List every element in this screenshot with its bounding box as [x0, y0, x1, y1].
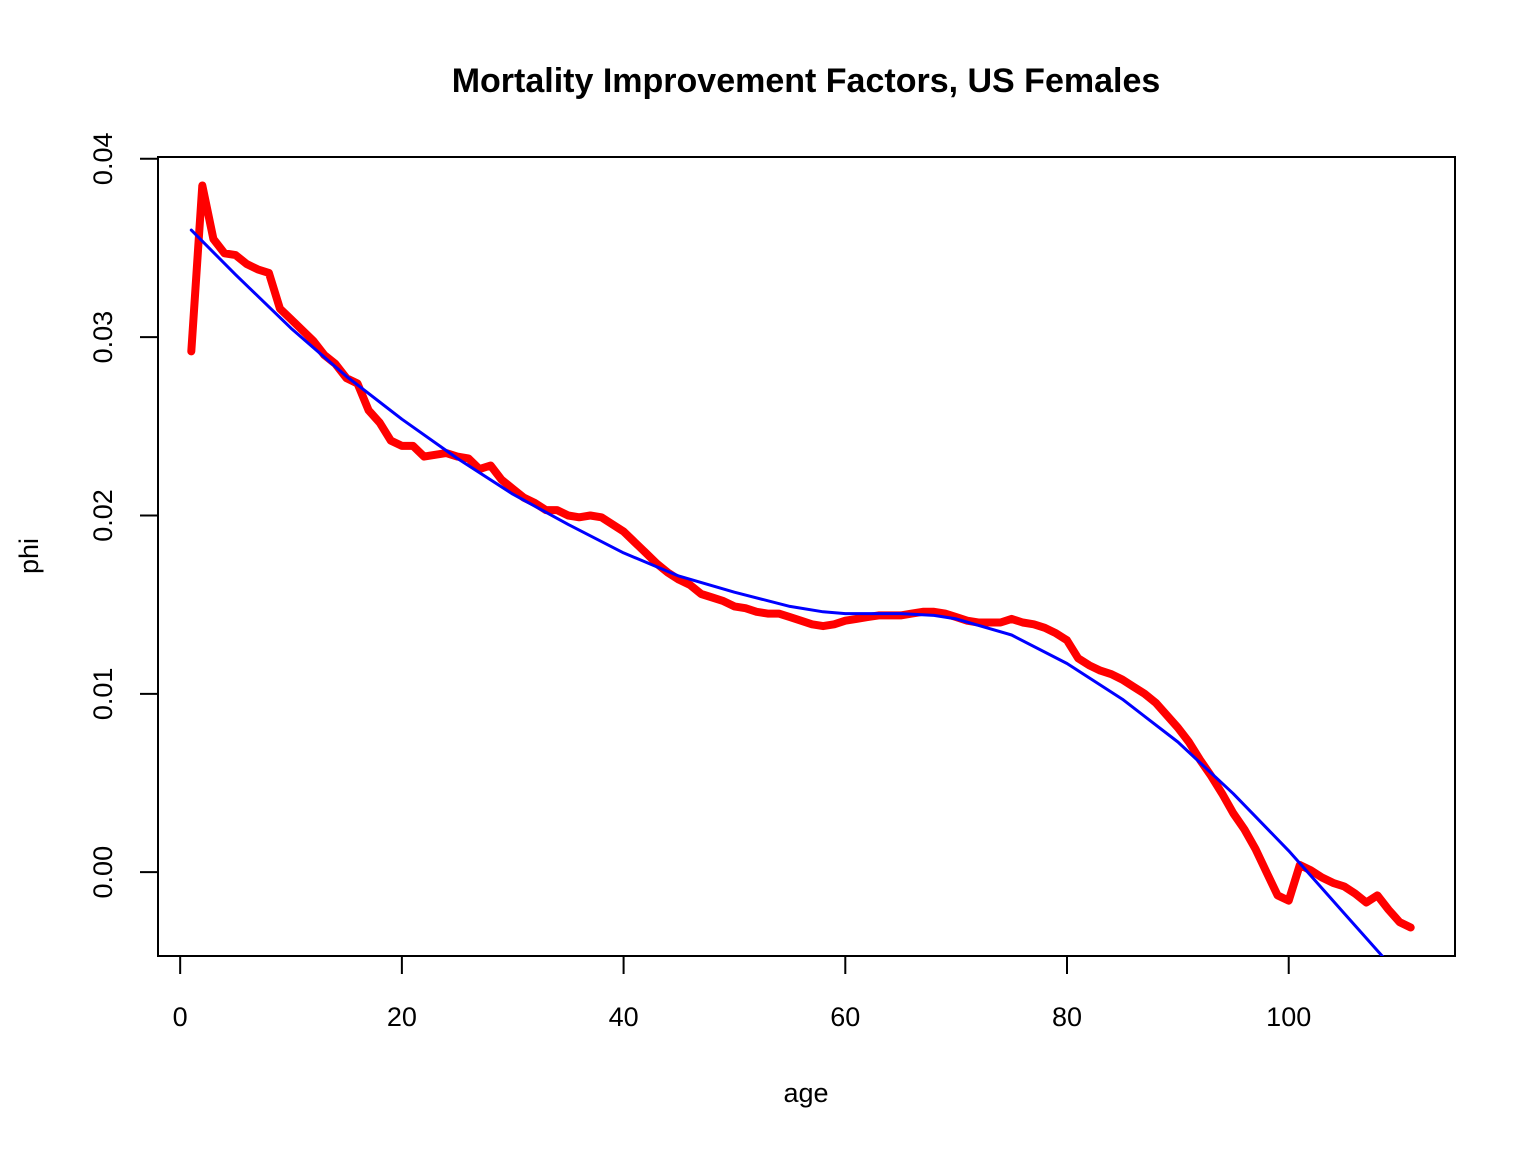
plot-frame: [157, 156, 1456, 957]
observed-phi-line: [187, 181, 1415, 932]
series-layer: [187, 181, 1415, 956]
y-tick-label: 0.02: [88, 489, 118, 542]
y-tick-label: 0.00: [88, 846, 118, 899]
x-tick-label: 100: [1266, 1002, 1311, 1032]
y-tick-label: 0.03: [88, 311, 118, 364]
chart-title: Mortality Improvement Factors, US Female…: [452, 62, 1161, 100]
x-tick-label: 20: [387, 1002, 417, 1032]
x-tick-label: 80: [1052, 1002, 1082, 1032]
y-tick-label: 0.01: [88, 668, 118, 721]
x-tick-label: 60: [830, 1002, 860, 1032]
x-axis: 0 20 40 60 80 100: [173, 955, 1311, 1032]
y-axis-label: phi: [14, 538, 44, 574]
smoothed-phi-line: [189, 228, 1385, 956]
x-tick-label: 0: [173, 1002, 188, 1032]
y-axis: 0.00 0.01 0.02 0.03 0.04: [88, 133, 159, 899]
y-tick-label: 0.04: [88, 133, 118, 186]
x-axis-label: age: [783, 1078, 828, 1108]
x-tick-label: 40: [609, 1002, 639, 1032]
